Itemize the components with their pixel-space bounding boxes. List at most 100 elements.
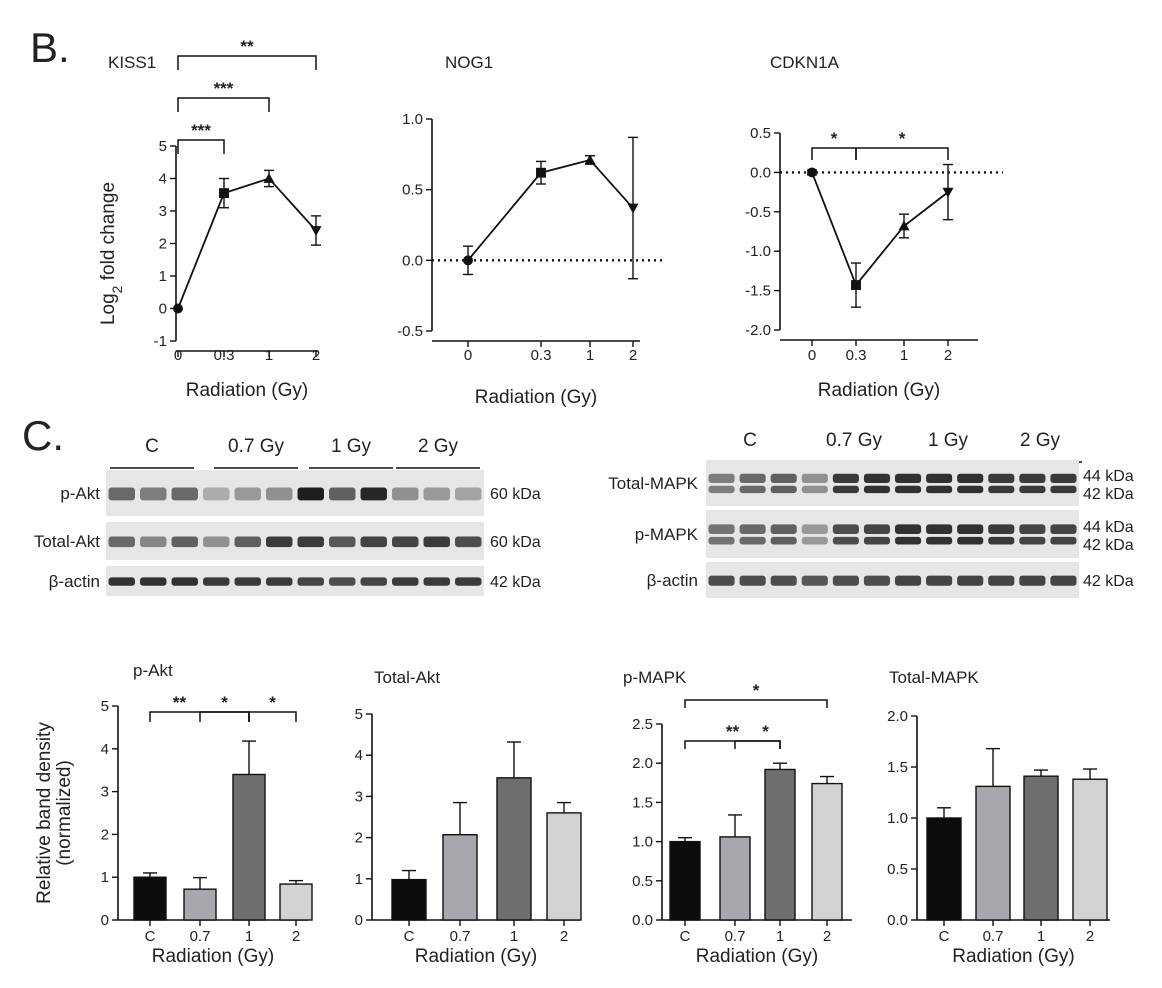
x-tick-label: 1: [510, 928, 518, 945]
data-point: [898, 220, 910, 231]
y-tick-label: 4: [159, 171, 167, 188]
blot-band: [203, 577, 230, 586]
x-tick-label: C: [145, 928, 156, 945]
y-tick-label: -0.5: [745, 204, 771, 221]
x-axis-label: Radiation (Gy): [415, 946, 538, 967]
bar: [1072, 778, 1108, 921]
y-tick-label: 2.0: [887, 708, 908, 725]
y-tick-label: 0.5: [632, 873, 653, 890]
blot-band: [266, 577, 293, 586]
blot-band: [832, 473, 859, 483]
x-tick-label: 2: [312, 347, 320, 364]
x-tick-label: 0: [808, 347, 816, 364]
lane-label: 1 Gy: [331, 436, 372, 457]
x-tick-label: 1: [900, 347, 908, 364]
blot-strip: [706, 510, 1079, 558]
blot-band: [894, 473, 922, 483]
blot-band: [108, 536, 135, 548]
data-point: [173, 303, 183, 314]
x-tick-label: 2: [944, 347, 952, 364]
blot-band: [423, 487, 450, 501]
blot-band: [739, 575, 766, 586]
blot-left: C 0.7 Gy 1 Gy 2 Gy p-Akt 60 kDa Total-Akt 60 kD…: [34, 436, 541, 596]
data-point: [851, 280, 861, 291]
blot-band: [832, 536, 859, 545]
bar: [926, 817, 962, 921]
y-tick-label: 0: [355, 912, 363, 929]
y-tick-label: -1.0: [745, 243, 771, 260]
kda-label: 44 kDa: [1083, 468, 1134, 485]
blot-band: [1019, 575, 1046, 586]
blot-band: [360, 487, 387, 501]
bar: [719, 836, 751, 921]
x-axis-label: Radiation (Gy): [152, 946, 275, 967]
x-tick-label: 2: [560, 928, 568, 945]
significance-bracket: [248, 711, 297, 722]
blot-band: [455, 577, 482, 586]
y-tick-label: 5: [355, 706, 363, 723]
blot-band: [1050, 575, 1077, 586]
chart-title: p-MAPK: [623, 668, 687, 687]
blot-strip: [106, 522, 484, 560]
x-tick-label: 2: [629, 347, 637, 364]
bar: [391, 878, 427, 921]
blot-band: [392, 536, 419, 548]
x-tick-label: 2: [1086, 928, 1094, 945]
blot-band: [1050, 473, 1077, 483]
blot-band: [455, 487, 482, 501]
blot-row-label: p-Akt: [60, 484, 100, 503]
blot-band: [1019, 485, 1046, 494]
y-tick-label: 2.0: [632, 755, 653, 772]
x-axis-label: Radiation (Gy): [952, 946, 1075, 967]
y-tick-label: 3: [355, 788, 363, 805]
significance-label: *: [269, 693, 276, 712]
y-tick-label: 2: [355, 830, 363, 847]
data-point: [807, 167, 817, 178]
x-tick-label: 0.3: [214, 347, 235, 364]
lane-label: 0.7 Gy: [228, 436, 284, 457]
blot-band: [423, 536, 450, 548]
blot-band: [739, 473, 766, 483]
chart-title: NOG1: [445, 53, 493, 72]
data-point: [627, 203, 639, 214]
blot-band: [926, 524, 953, 534]
blot-band: [801, 473, 828, 483]
blot-band: [863, 575, 891, 586]
y-tick-label: 1.5: [887, 759, 908, 776]
blot-band: [770, 473, 797, 483]
blot-band: [894, 575, 922, 586]
bar: [546, 812, 582, 921]
x-tick-label: 1: [586, 347, 594, 364]
significance-bracket: [684, 740, 781, 749]
blot-band: [957, 575, 984, 586]
kda-label: 44 kDa: [1083, 519, 1134, 536]
blot-band: [108, 487, 135, 501]
blot-band: [708, 485, 735, 494]
chart-pmapk: p-MAPK 0.0 0.5 1.0 1.5 2.0 2.5 C 0.7 1 2Radiation …: [623, 668, 852, 967]
significance-label: *: [899, 129, 906, 148]
blot-row-label: Total-Akt: [34, 532, 100, 551]
x-axis-label: Radiation (Gy): [696, 946, 819, 967]
chart-totalmapk: Total-MAPK 0.0 0.5 1.0 1.5 2.0 C 0.7 1 2 Radiation…: [887, 668, 1110, 967]
kda-label: 60 kDa: [490, 534, 541, 551]
lane-label: 0.7 Gy: [826, 430, 882, 451]
blot-band: [770, 575, 797, 586]
blot-row-label: p-MAPK: [635, 525, 699, 544]
blot-band: [957, 524, 984, 534]
y-tick-label: 0.5: [750, 125, 771, 142]
blot-band: [423, 577, 450, 586]
significance-label: *: [221, 693, 228, 712]
x-tick-label: 0.7: [450, 928, 471, 945]
significance-label: *: [831, 129, 838, 148]
significance-label: **: [726, 722, 740, 741]
kda-label: 42 kDa: [1083, 486, 1134, 503]
data-point: [942, 187, 954, 198]
chart-cdkn1a: CDKN1A -2.0 -1.5 -1.0 -0.5 0.0 0.5 0 0.3 1 2Radiat…: [745, 53, 1003, 401]
x-tick-label: C: [939, 928, 950, 945]
blot-band: [140, 487, 167, 501]
significance-label: **: [173, 693, 187, 712]
blot-band: [957, 473, 984, 483]
significance-bracket: [199, 711, 250, 722]
kda-label: 42 kDa: [490, 574, 541, 591]
